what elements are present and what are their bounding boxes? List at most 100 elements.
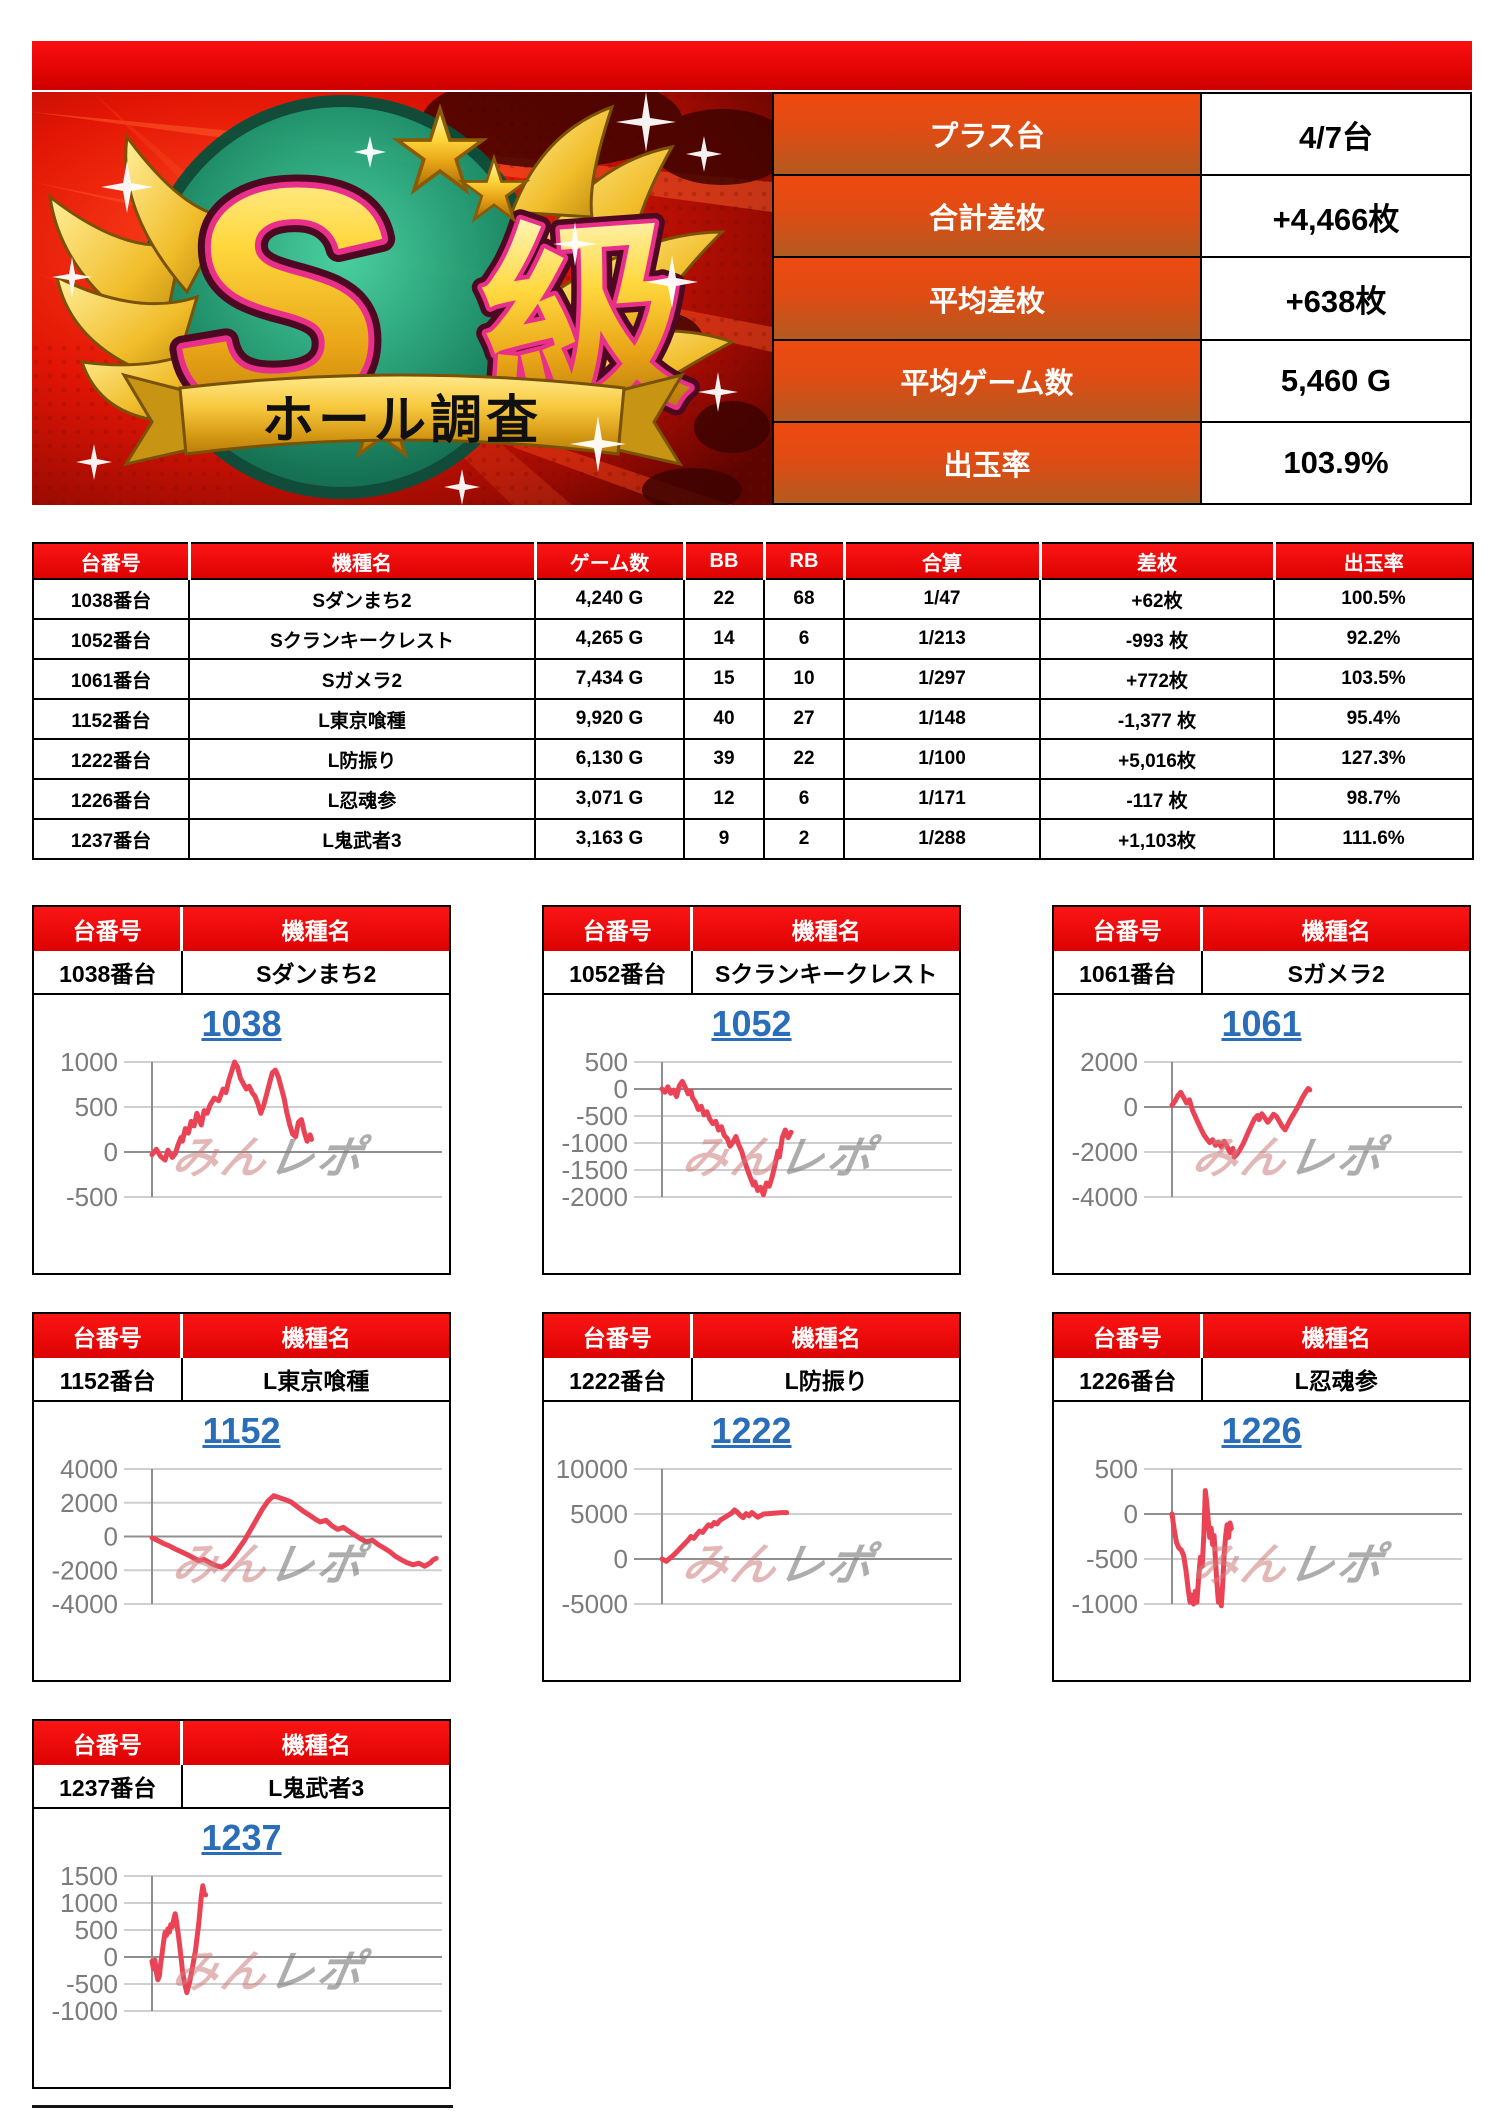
machine-number-link[interactable]: 1226 xyxy=(1221,1410,1302,1451)
machine-card: 台番号 機種名 1226番台 L忍魂参 1226 500 0 -500 -1000 み… xyxy=(1052,1312,1471,1682)
next-card-top-border xyxy=(32,2105,453,2108)
card-machine-number: 1222番台 xyxy=(544,1358,694,1400)
card-values: 1226番台 L忍魂参 xyxy=(1054,1358,1469,1402)
y-axis-label: 0 xyxy=(104,1522,118,1552)
summary-label: 出玉率 xyxy=(774,422,1202,504)
cell-rb: 2 xyxy=(763,818,845,860)
cell-rb: 6 xyxy=(763,778,845,820)
diff-medal-line xyxy=(659,1507,790,1565)
machine-number-link[interactable]: 1222 xyxy=(711,1410,792,1451)
card-header-model-name: 機種名 xyxy=(693,1314,959,1358)
cell-rb: 22 xyxy=(763,738,845,780)
cell-machine-number: 1226番台 xyxy=(32,778,190,820)
cell-payout-rate: 103.5% xyxy=(1273,658,1474,700)
machine-table-row: 1226番台 L忍魂参 3,071 G 12 6 1/171 -117 枚 98… xyxy=(32,778,1474,820)
machine-table-row: 1222番台 L防振り 6,130 G 39 22 1/100 +5,016枚 … xyxy=(32,738,1474,780)
machine-card: 台番号 機種名 1152番台 L東京喰種 1152 4000 2000 0 -2000… xyxy=(32,1312,451,1682)
machine-table-row: 1152番台 L東京喰種 9,920 G 40 27 1/148 -1,377 … xyxy=(32,698,1474,740)
cell-bb: 12 xyxy=(683,778,765,820)
cell-diff-medals: +1,103枚 xyxy=(1039,818,1275,860)
cell-bb: 22 xyxy=(683,578,765,620)
y-axis-label: 2000 xyxy=(1080,1048,1138,1077)
y-axis-label: -500 xyxy=(66,1969,118,1999)
card-chart-zone: 1061 2000 0 -2000 -4000 みんレポ xyxy=(1054,995,1469,1273)
cell-machine-number: 1237番台 xyxy=(32,818,190,860)
y-axis-label: -5000 xyxy=(562,1589,629,1619)
diff-medal-chart: 10000 5000 0 -5000 xyxy=(556,1455,952,1619)
card-chart-zone: 1237 1500 1000 500 0 -500 -1000 みんレポ xyxy=(34,1809,449,2087)
machine-table-header-cell: ゲーム数 xyxy=(535,543,686,579)
summary-value: 4/7台 xyxy=(1202,94,1470,175)
machine-number-link[interactable]: 1152 xyxy=(202,1410,281,1451)
cell-combined-rate: 1/297 xyxy=(843,658,1041,700)
machine-table-header-cell: 機種名 xyxy=(189,543,537,579)
machine-number-link[interactable]: 1237 xyxy=(201,1817,282,1858)
machine-table-header-cell: 差枚 xyxy=(1040,543,1276,579)
card-chart-zone: 1038 1000 500 0 -500 みんレポ xyxy=(34,995,449,1273)
card-header: 台番号 機種名 xyxy=(544,1314,959,1358)
machine-card: 台番号 機種名 1061番台 Sガメラ2 1061 2000 0 -2000 -400… xyxy=(1052,905,1471,1275)
card-model-name: Sダンまち2 xyxy=(183,951,449,993)
machine-number-link[interactable]: 1052 xyxy=(711,1003,792,1044)
cell-payout-rate: 100.5% xyxy=(1273,578,1474,620)
diff-medal-line xyxy=(149,1059,314,1163)
y-axis-label: 5000 xyxy=(570,1499,628,1529)
y-axis-label: -2000 xyxy=(52,1556,119,1586)
card-header-model-name: 機種名 xyxy=(183,907,449,951)
y-axis-label: -2000 xyxy=(562,1182,629,1212)
cell-game-count: 7,434 G xyxy=(534,658,685,700)
card-header-model-name: 機種名 xyxy=(1203,907,1469,951)
cell-combined-rate: 1/213 xyxy=(843,618,1041,660)
diff-medal-chart: 500 0 -500 -1000 xyxy=(1072,1455,1462,1619)
y-axis-label: 0 xyxy=(104,1942,118,1972)
y-axis-label: -500 xyxy=(576,1101,628,1131)
cell-combined-rate: 1/100 xyxy=(843,738,1041,780)
card-chart-zone: 1226 500 0 -500 -1000 みんレポ xyxy=(1054,1402,1469,1680)
diff-medal-line xyxy=(1169,1086,1313,1160)
cell-game-count: 4,240 G xyxy=(534,578,685,620)
sparkles xyxy=(52,92,738,505)
machine-table-row: 1237番台 L鬼武者3 3,163 G 9 2 1/288 +1,103枚 1… xyxy=(32,818,1474,860)
machine-table-row: 1052番台 Sクランキークレスト 4,265 G 14 6 1/213 -99… xyxy=(32,618,1474,660)
card-header: 台番号 機種名 xyxy=(544,907,959,951)
cell-model-name: Sダンまち2 xyxy=(188,578,536,620)
card-machine-number: 1052番台 xyxy=(544,951,694,993)
machine-number-link[interactable]: 1061 xyxy=(1221,1003,1302,1044)
card-header: 台番号 機種名 xyxy=(34,1314,449,1358)
machine-number-link[interactable]: 1038 xyxy=(201,1003,282,1044)
diff-medal-chart: 2000 0 -2000 -4000 xyxy=(1072,1048,1462,1212)
card-values: 1152番台 L東京喰種 xyxy=(34,1358,449,1402)
card-header-machine-number: 台番号 xyxy=(544,1314,694,1358)
cell-game-count: 3,071 G xyxy=(534,778,685,820)
diff-medal-chart: 1000 500 0 -500 xyxy=(60,1048,442,1212)
cell-model-name: L鬼武者3 xyxy=(188,818,536,860)
cell-diff-medals: -1,377 枚 xyxy=(1039,698,1275,740)
y-axis-label: 500 xyxy=(75,1915,118,1945)
cell-machine-number: 1222番台 xyxy=(32,738,190,780)
summary-row: 平均差枚 +638枚 xyxy=(774,258,1470,341)
summary-value: 103.9% xyxy=(1202,422,1470,504)
card-values: 1222番台 L防振り xyxy=(544,1358,959,1402)
cell-model-name: Sクランキークレスト xyxy=(188,618,536,660)
card-machine-number: 1237番台 xyxy=(34,1765,184,1807)
cell-bb: 15 xyxy=(683,658,765,700)
summary-label: プラス台 xyxy=(774,94,1202,175)
cell-machine-number: 1052番台 xyxy=(32,618,190,660)
card-header-model-name: 機種名 xyxy=(693,907,959,951)
cell-diff-medals: +62枚 xyxy=(1039,578,1275,620)
summary-row: 出玉率 103.9% xyxy=(774,422,1470,504)
y-axis-label: -1000 xyxy=(562,1128,629,1158)
summary-value: +638枚 xyxy=(1202,258,1470,339)
y-axis-label: -500 xyxy=(66,1182,118,1212)
card-header: 台番号 機種名 xyxy=(1054,1314,1469,1358)
cell-model-name: Sガメラ2 xyxy=(188,658,536,700)
y-axis-label: 0 xyxy=(1124,1499,1138,1529)
cell-diff-medals: -117 枚 xyxy=(1039,778,1275,820)
card-header-machine-number: 台番号 xyxy=(34,907,184,951)
card-header-machine-number: 台番号 xyxy=(34,1721,184,1765)
diff-medal-line xyxy=(149,1883,209,1996)
diff-medal-chart: 4000 2000 0 -2000-4000 xyxy=(52,1455,442,1619)
y-axis-label: 0 xyxy=(614,1544,628,1574)
cell-payout-rate: 127.3% xyxy=(1273,738,1474,780)
